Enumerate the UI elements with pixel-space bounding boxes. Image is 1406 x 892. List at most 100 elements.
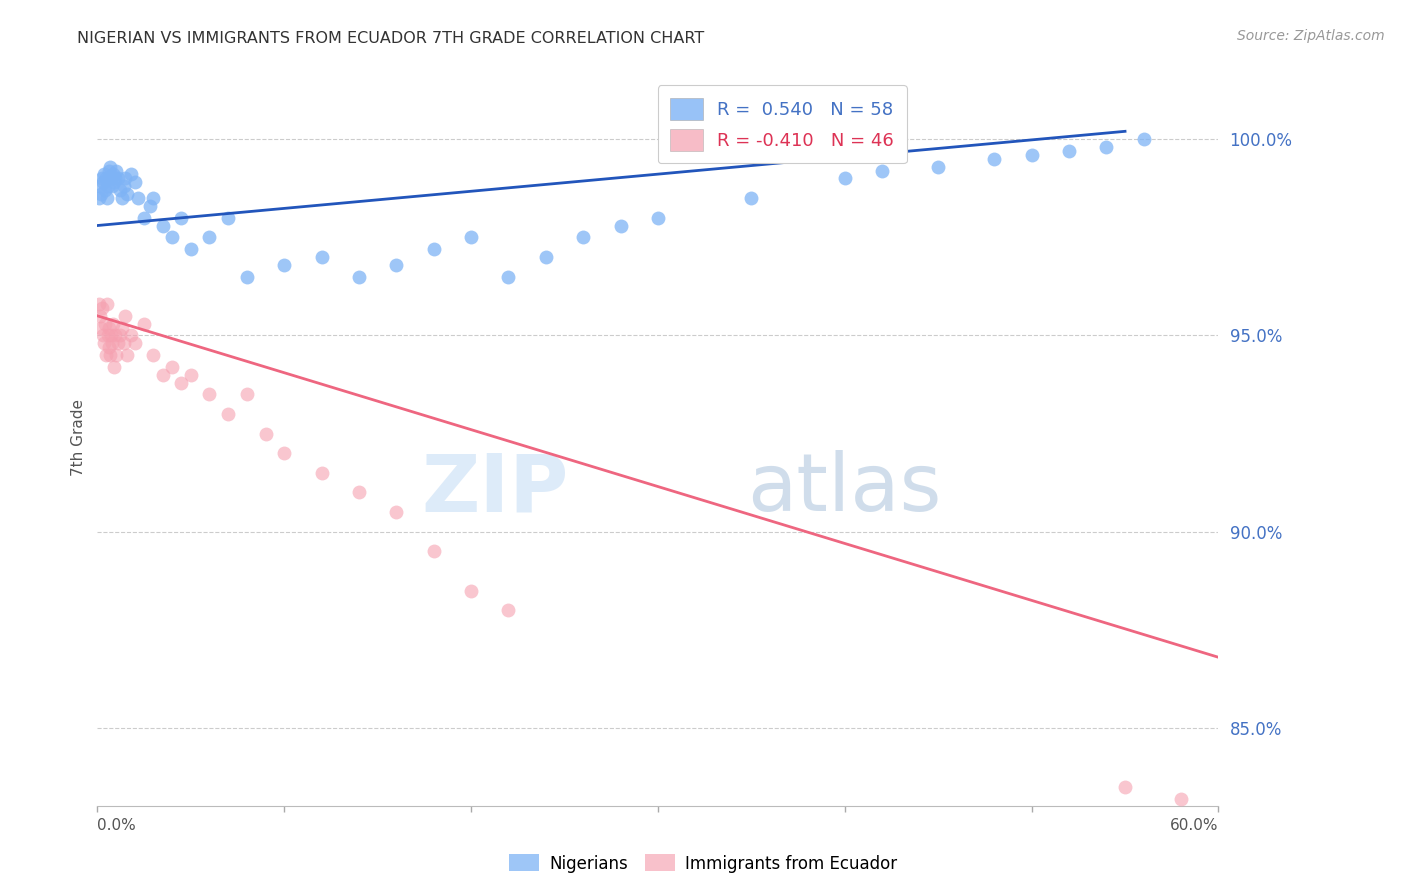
Text: NIGERIAN VS IMMIGRANTS FROM ECUADOR 7TH GRADE CORRELATION CHART: NIGERIAN VS IMMIGRANTS FROM ECUADOR 7TH … — [77, 31, 704, 46]
Point — [101, 336, 124, 351]
Point — [93, 168, 115, 182]
Point — [460, 583, 482, 598]
Point — [100, 160, 122, 174]
Point — [112, 179, 135, 194]
Point — [1095, 140, 1118, 154]
Point — [273, 446, 295, 460]
Point — [105, 348, 128, 362]
Point — [198, 230, 221, 244]
Point — [97, 328, 120, 343]
Point — [740, 191, 762, 205]
Point — [254, 426, 277, 441]
Point — [870, 163, 893, 178]
Point — [385, 505, 408, 519]
Point — [94, 183, 117, 197]
Point — [236, 269, 259, 284]
Point — [91, 328, 114, 343]
Point — [112, 336, 135, 351]
Point — [114, 309, 136, 323]
Point — [152, 219, 174, 233]
Point — [91, 301, 114, 315]
Point — [124, 336, 146, 351]
Point — [117, 348, 139, 362]
Point — [89, 309, 111, 323]
Point — [96, 297, 118, 311]
Point — [93, 336, 115, 351]
Point — [89, 191, 111, 205]
Point — [91, 175, 114, 189]
Point — [94, 171, 117, 186]
Point — [609, 219, 631, 233]
Point — [236, 387, 259, 401]
Point — [160, 230, 183, 244]
Point — [103, 359, 125, 374]
Point — [103, 317, 125, 331]
Point — [91, 171, 114, 186]
Point — [117, 187, 139, 202]
Point — [534, 250, 557, 264]
Point — [273, 258, 295, 272]
Point — [180, 368, 202, 382]
Point — [422, 242, 444, 256]
Point — [103, 168, 125, 182]
Point — [96, 191, 118, 205]
Point — [120, 168, 142, 182]
Point — [94, 348, 117, 362]
Point — [217, 407, 239, 421]
Point — [983, 152, 1005, 166]
Point — [311, 466, 333, 480]
Point — [107, 171, 129, 186]
Point — [1021, 148, 1043, 162]
Point — [94, 317, 117, 331]
Text: 0.0%: 0.0% — [97, 818, 136, 833]
Point — [142, 191, 165, 205]
Point — [927, 160, 949, 174]
Point — [572, 230, 595, 244]
Point — [127, 191, 149, 205]
Point — [647, 211, 669, 225]
Point — [152, 368, 174, 382]
Point — [100, 171, 122, 186]
Text: Source: ZipAtlas.com: Source: ZipAtlas.com — [1237, 29, 1385, 43]
Point — [498, 269, 520, 284]
Point — [1170, 791, 1192, 805]
Point — [108, 328, 131, 343]
Point — [347, 269, 370, 284]
Text: atlas: atlas — [748, 450, 942, 528]
Point — [89, 297, 111, 311]
Point — [132, 211, 155, 225]
Point — [180, 242, 202, 256]
Point — [89, 179, 111, 194]
Legend: Nigerians, Immigrants from Ecuador: Nigerians, Immigrants from Ecuador — [502, 847, 904, 880]
Point — [98, 320, 121, 334]
Point — [120, 328, 142, 343]
Point — [132, 317, 155, 331]
Text: ZIP: ZIP — [420, 450, 568, 528]
Point — [90, 187, 112, 202]
Point — [1132, 132, 1154, 146]
Point — [98, 163, 121, 178]
Point — [160, 359, 183, 374]
Point — [105, 163, 128, 178]
Point — [498, 603, 520, 617]
Point — [460, 230, 482, 244]
Point — [198, 387, 221, 401]
Point — [217, 211, 239, 225]
Point — [100, 328, 122, 343]
Point — [124, 175, 146, 189]
Point — [100, 348, 122, 362]
Point — [108, 183, 131, 197]
Point — [114, 171, 136, 186]
Point — [170, 376, 193, 390]
Point — [107, 336, 129, 351]
Point — [104, 171, 127, 186]
Point — [111, 320, 134, 334]
Point — [385, 258, 408, 272]
Point — [311, 250, 333, 264]
Legend: R =  0.540   N = 58, R = -0.410   N = 46: R = 0.540 N = 58, R = -0.410 N = 46 — [658, 85, 907, 163]
Text: 60.0%: 60.0% — [1170, 818, 1219, 833]
Point — [97, 179, 120, 194]
Point — [104, 328, 127, 343]
Y-axis label: 7th Grade: 7th Grade — [72, 399, 86, 476]
Point — [1057, 144, 1080, 158]
